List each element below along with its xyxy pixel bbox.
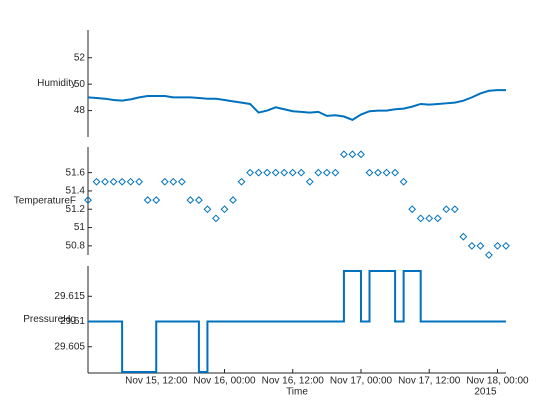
y-tick-label: 51.2	[66, 204, 86, 215]
y-tick-label: 50	[74, 79, 86, 90]
y-axis-label: PressureHg	[23, 314, 76, 325]
y-axis-label: Humidity	[37, 78, 76, 89]
marker	[135, 177, 144, 186]
marker	[485, 251, 493, 259]
x-tick-year: 2015	[474, 387, 497, 398]
marker	[467, 241, 476, 250]
marker	[254, 168, 263, 177]
marker	[348, 150, 357, 159]
y-tick-label: 51	[74, 222, 86, 233]
marker	[425, 214, 434, 223]
marker	[160, 177, 169, 186]
marker	[357, 150, 365, 159]
x-tick-label: Nov 16, 12:00	[262, 376, 325, 387]
marker	[442, 205, 451, 214]
marker	[340, 150, 348, 159]
y-tick-label: 29.61	[60, 316, 85, 327]
marker	[450, 205, 459, 214]
marker	[502, 241, 510, 250]
marker	[177, 177, 186, 186]
marker	[212, 214, 220, 223]
x-tick-label: Nov 16, 00:00	[193, 376, 256, 387]
marker	[203, 205, 212, 214]
marker	[459, 232, 468, 241]
x-tick-label: Nov 15, 12:00	[125, 376, 188, 387]
marker	[382, 168, 391, 177]
marker	[101, 177, 109, 186]
y-tick-label: 51.4	[66, 186, 86, 197]
marker	[374, 168, 382, 177]
x-tick-label: Nov 18, 00:00	[466, 376, 529, 387]
marker	[297, 168, 306, 177]
y-tick-label: 51.6	[66, 167, 86, 178]
marker	[84, 196, 92, 204]
x-tick-label: Nov 17, 00:00	[330, 376, 393, 387]
marker	[152, 196, 161, 204]
marker	[476, 241, 485, 250]
marker	[493, 241, 502, 250]
marker	[126, 177, 135, 186]
marker	[271, 168, 280, 177]
marker	[314, 168, 323, 177]
marker	[186, 196, 195, 204]
marker	[408, 205, 417, 214]
marker	[118, 177, 127, 186]
marker	[263, 168, 272, 177]
marker	[288, 168, 297, 177]
y-axis-label: TemperatureF	[14, 196, 76, 207]
y-tick-label: 29.615	[54, 291, 85, 302]
line	[87, 89, 506, 121]
y-tick-label: 50.8	[66, 240, 86, 251]
marker	[194, 196, 203, 204]
marker	[322, 168, 331, 177]
marker	[220, 205, 229, 214]
y-tick-label: 52	[74, 52, 86, 63]
marker	[416, 214, 425, 223]
y-tick-label: 29.605	[54, 341, 85, 352]
stairs	[88, 270, 506, 373]
marker	[365, 168, 374, 177]
marker	[305, 177, 314, 186]
y-tick-label: 48	[74, 105, 86, 116]
marker	[280, 168, 289, 177]
marker	[229, 196, 237, 204]
marker	[399, 177, 408, 186]
marker	[92, 177, 101, 186]
marker	[237, 177, 246, 186]
marker	[169, 177, 178, 186]
marker	[109, 177, 118, 186]
marker	[246, 168, 254, 177]
marker	[391, 168, 400, 177]
marker	[143, 196, 152, 204]
marker	[331, 168, 340, 177]
marker	[433, 214, 442, 223]
x-axis-label: Time	[286, 387, 308, 398]
x-tick-label: Nov 17, 12:00	[398, 376, 461, 387]
